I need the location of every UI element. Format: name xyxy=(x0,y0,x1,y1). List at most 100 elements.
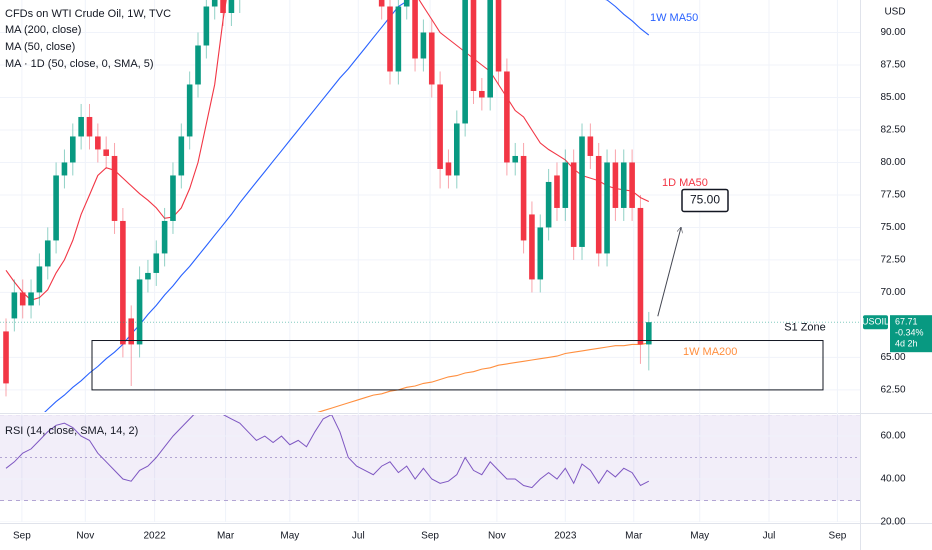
candle-body xyxy=(420,32,427,59)
candle-body xyxy=(186,84,193,137)
candle-body xyxy=(36,266,43,293)
candle-body xyxy=(78,116,84,137)
symbol-tag xyxy=(863,315,888,330)
candle-body xyxy=(211,0,218,7)
candle-body xyxy=(495,0,502,72)
legend-item: MA (200, close) xyxy=(5,24,81,36)
candle-body xyxy=(629,162,635,208)
candle-body xyxy=(403,0,410,7)
candle-body xyxy=(620,162,627,208)
x-tick-label: Nov xyxy=(76,531,94,542)
candle-body xyxy=(44,240,51,267)
legend-item: MA (50, close) xyxy=(5,41,75,53)
x-tick-label: Sep xyxy=(421,531,439,542)
candle-body xyxy=(453,123,460,176)
candle-body xyxy=(637,207,644,345)
overlay: S1 Zone 1W MA200 1W MA50 1D MA50 75.00 USOIL 6… xyxy=(91,12,932,391)
candle-body xyxy=(462,0,468,124)
ma-label: 1D MA50 xyxy=(662,177,708,189)
price-tag xyxy=(890,315,932,353)
candle-body xyxy=(412,0,418,59)
candle-body xyxy=(537,227,544,280)
candle-body xyxy=(387,6,393,72)
candle-body xyxy=(529,214,535,280)
candle-body xyxy=(479,90,485,98)
y-tick-label: 75.00 xyxy=(880,222,905,233)
x-tick-label: Sep xyxy=(829,531,847,542)
ma-label: 1W MA200 xyxy=(683,346,737,358)
candle-body xyxy=(145,272,151,280)
last-price: 67.71 xyxy=(895,317,918,327)
candle-body xyxy=(579,136,585,247)
support-zone xyxy=(91,340,824,391)
y-tick-label: 80.00 xyxy=(880,157,905,168)
candle-body xyxy=(220,0,226,13)
candle-body xyxy=(504,71,510,163)
candle-body xyxy=(61,162,68,176)
y-tick-label: 87.50 xyxy=(880,60,905,71)
y-tick-label: 62.50 xyxy=(880,385,905,396)
target-box xyxy=(681,188,729,213)
candle-body xyxy=(11,292,18,319)
main-pane xyxy=(0,0,860,412)
candle-body xyxy=(95,136,101,150)
x-tick-label: Nov xyxy=(488,531,506,542)
y-tick-label: 40.00 xyxy=(880,474,905,485)
y-tick-label: 82.50 xyxy=(880,125,905,136)
candle-body xyxy=(554,175,560,208)
candle-body xyxy=(587,136,594,156)
candle-body xyxy=(161,220,168,254)
candle-body xyxy=(178,136,185,176)
candle-body xyxy=(120,220,126,345)
ma-line xyxy=(317,342,649,412)
x-tick-label: 2022 xyxy=(143,531,166,542)
target-label: 75.00 xyxy=(690,193,720,207)
candle-body xyxy=(562,162,569,208)
candle-body xyxy=(28,292,34,306)
x-tick-label: Sep xyxy=(13,531,31,542)
candle-body xyxy=(612,162,619,208)
candle-body xyxy=(570,162,577,247)
candle-body xyxy=(595,155,602,254)
candle-body xyxy=(545,181,552,228)
x-tick-label: 2023 xyxy=(554,531,577,542)
ma-label: 1W MA50 xyxy=(650,12,698,24)
target-arrow xyxy=(657,227,681,317)
currency: USD xyxy=(884,7,905,18)
x-tick-label: Mar xyxy=(625,531,643,542)
rsi-line xyxy=(5,415,650,489)
candle-body xyxy=(395,6,402,72)
candle-body xyxy=(228,0,235,13)
symbol-label: USOIL xyxy=(862,317,889,327)
x-tick-label: Mar xyxy=(217,531,235,542)
candle-body xyxy=(19,292,26,306)
x-tick-label: Jul xyxy=(763,531,776,542)
candle-body xyxy=(428,32,435,85)
candle-body xyxy=(153,253,160,273)
ma-line xyxy=(44,0,650,412)
candle-body xyxy=(136,279,143,345)
y-tick-label: 72.50 xyxy=(880,255,905,266)
y-tick-label: 85.00 xyxy=(880,92,905,103)
y-tick-label: 77.50 xyxy=(880,190,905,201)
candle-body xyxy=(203,6,210,46)
x-tick-label: Jul xyxy=(352,531,365,542)
candle-body xyxy=(111,155,118,221)
y-tick-label: 70.00 xyxy=(880,287,905,298)
y-tick-label: 60.00 xyxy=(880,431,905,442)
countdown: 4d 2h xyxy=(895,339,918,349)
candle-body xyxy=(53,175,59,241)
price-change: -0.34% xyxy=(895,328,924,338)
candle-body xyxy=(3,331,9,384)
chart-title: CFDs on WTI Crude Oil, 1W, TVC xyxy=(5,8,171,20)
candle-body xyxy=(487,0,493,98)
candle-body xyxy=(520,155,527,241)
candle-body xyxy=(512,155,519,163)
candle-body xyxy=(86,116,93,137)
candle-body xyxy=(604,162,610,254)
candle-body xyxy=(378,0,385,7)
zone-label: S1 Zone xyxy=(784,321,826,333)
x-tick-label: May xyxy=(280,531,299,542)
candle-body xyxy=(195,45,201,85)
